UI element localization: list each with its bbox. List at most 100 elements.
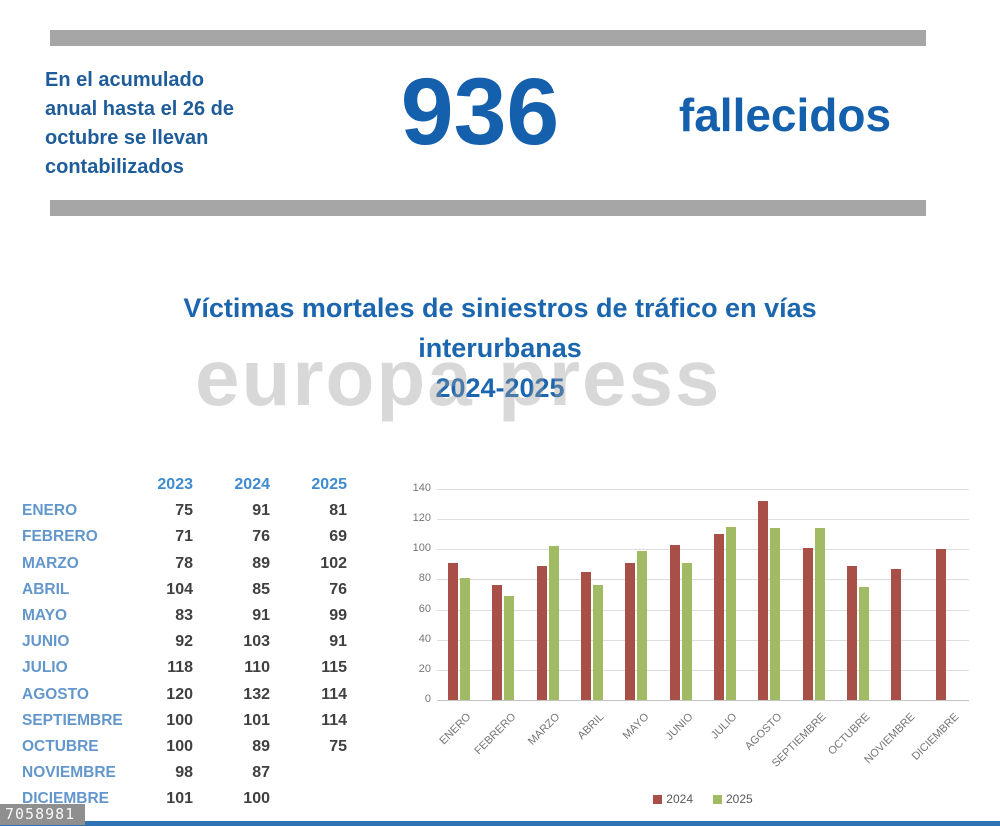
photo-id-badge: 7058981: [0, 804, 86, 825]
table-header-year: 2025: [311, 476, 347, 494]
bar-2025-enero: [460, 578, 471, 700]
value-2023: 104: [166, 580, 193, 598]
bar-2025-marzo: [548, 546, 559, 700]
bar-group-febrero: [481, 489, 525, 700]
bar-2025-abril: [593, 585, 604, 700]
page-title-line1: Víctimas mortales de siniestros de tráfi…: [183, 293, 817, 323]
table-row: JUNIO 92 103 91: [22, 629, 347, 655]
page-title: Víctimas mortales de siniestros de tráfi…: [0, 288, 1000, 408]
bar-2025-junio: [681, 563, 692, 700]
bar-group-abril: [570, 489, 614, 700]
gridline: [437, 549, 969, 551]
bar-group-octubre: [836, 489, 880, 700]
month-label: FEBRERO: [22, 528, 98, 546]
table-row: FEBRERO 71 76 69: [22, 524, 347, 550]
value-2024: 91: [252, 502, 270, 520]
month-label: NOVIEMBRE: [22, 764, 116, 782]
legend-item-2025: 2025: [713, 792, 753, 806]
value-2023: 78: [175, 554, 193, 572]
y-axis-label: 140: [412, 482, 431, 494]
bar-group-septiembre: [792, 489, 836, 700]
value-2024: 103: [243, 633, 270, 651]
value-2023: 92: [175, 633, 193, 651]
intro-line: octubre se llevan: [45, 127, 209, 149]
month-label: ENERO: [22, 502, 78, 520]
bar-groups: [437, 489, 969, 700]
bar-2024-mayo: [625, 563, 636, 700]
table-row: SEPTIEMBRE 100 101 114: [22, 708, 347, 734]
y-axis-label: 20: [418, 662, 431, 675]
bar-group-enero: [437, 489, 481, 700]
bar-2025-septiembre: [814, 528, 825, 700]
y-axis-label: 60: [418, 602, 431, 615]
value-2025: 76: [329, 580, 347, 598]
middle-gray-bar: [50, 200, 926, 216]
y-axis-label: 80: [418, 572, 431, 585]
value-2024: 91: [252, 607, 270, 625]
fatalities-count: 936: [400, 59, 560, 165]
fatalities-label: fallecidos: [678, 89, 892, 141]
value-2023: 101: [166, 790, 193, 808]
gridline: [437, 609, 969, 611]
month-label: AGOSTO: [22, 685, 89, 703]
value-2024: 76: [252, 528, 270, 546]
bar-group-diciembre: [925, 489, 969, 700]
table-row: ABRIL 104 85 76: [22, 577, 347, 603]
value-2025: 81: [329, 502, 347, 520]
bar-2025-agosto: [770, 528, 781, 700]
value-2023: 98: [175, 764, 193, 782]
month-label: DICIEMBRE: [22, 790, 109, 808]
value-2025: 114: [321, 685, 347, 703]
month-label: JUNIO: [22, 633, 70, 651]
value-2024: 110: [244, 659, 270, 677]
value-2024: 89: [252, 554, 270, 572]
table-row: JULIO 118 110 115: [22, 655, 347, 681]
table-row: OCTUBRE 100 89 75: [22, 734, 347, 760]
month-label: OCTUBRE: [22, 737, 99, 755]
table-header-year: 2024: [234, 476, 270, 494]
table-row: MARZO 78 89 102: [22, 551, 347, 577]
intro-line: En el acumulado: [45, 69, 204, 91]
value-2025: 115: [321, 659, 347, 677]
bar-2024-diciembre: [935, 549, 946, 700]
intro-line: contabilizados: [45, 156, 184, 178]
month-label: ABRIL: [22, 580, 70, 598]
month-label: MARZO: [22, 554, 79, 572]
bar-2024-marzo: [536, 566, 547, 700]
value-2025: 114: [321, 711, 347, 729]
value-2024: 132: [243, 685, 270, 703]
bottom-blue-bar: [0, 821, 1000, 826]
legend-swatch-2025: [713, 794, 722, 804]
value-2024: 100: [243, 790, 270, 808]
y-axis-label: 40: [418, 632, 431, 645]
bar-group-julio: [703, 489, 747, 700]
value-2025: 69: [329, 528, 347, 546]
value-2023: 100: [166, 737, 193, 755]
table-row: DICIEMBRE 101 100: [22, 786, 347, 812]
gridline: [437, 519, 969, 521]
value-2023: 100: [166, 711, 193, 729]
table-row: MAYO 83 91 99: [22, 603, 347, 629]
bar-group-agosto: [747, 489, 791, 700]
value-2024: 89: [252, 737, 270, 755]
bar-2024-enero: [448, 563, 459, 700]
value-2023: 120: [166, 685, 193, 703]
month-label: MAYO: [22, 607, 68, 625]
value-2024: 87: [252, 764, 270, 782]
gridline: [437, 639, 969, 641]
value-2023: 118: [167, 659, 193, 677]
table-row: ENERO 75 91 81: [22, 498, 347, 524]
month-label: SEPTIEMBRE: [22, 711, 123, 729]
value-2025: 99: [329, 607, 347, 625]
page-title-line3: 2024-2025: [435, 373, 565, 403]
bar-2025-octubre: [859, 587, 870, 700]
gridline: [437, 700, 969, 701]
month-label: JULIO: [22, 659, 68, 677]
legend-label-2025: 2025: [726, 792, 753, 806]
value-2023: 71: [175, 528, 193, 546]
bar-2024-febrero: [492, 585, 503, 700]
bar-chart-x-axis: ENERO FEBRERO MARZO ABRIL MAYO JUNIO JULIO AGOS…: [437, 703, 969, 791]
bar-2024-noviembre: [891, 569, 902, 700]
bar-2024-octubre: [847, 566, 858, 700]
top-gray-bar: [50, 30, 926, 46]
